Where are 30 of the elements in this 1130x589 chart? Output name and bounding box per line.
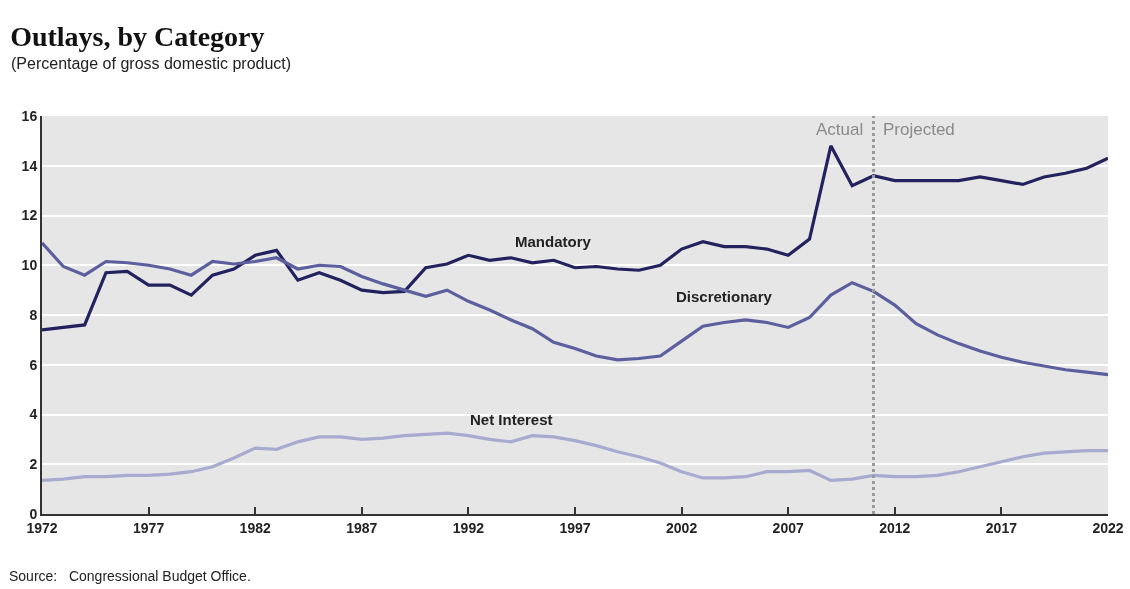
x-tick-label: 1997 <box>559 519 591 536</box>
x-tick-label: 2012 <box>879 519 911 536</box>
x-tick-label: 2002 <box>666 519 698 536</box>
source-note: Source: Congressional Budget Office. <box>9 568 251 584</box>
y-tick-label: 10 <box>21 257 38 274</box>
y-tick-label: 16 <box>21 107 38 124</box>
y-tick-label: 4 <box>29 406 38 423</box>
x-tick-label: 1977 <box>133 519 165 536</box>
line-series <box>42 144 1108 332</box>
series-label: Discretionary <box>676 288 773 305</box>
annotation: Projected <box>883 120 955 139</box>
line-series <box>42 431 1108 483</box>
chart-title: Outlays, by Category <box>10 21 265 53</box>
x-tick-label: 2017 <box>985 519 1018 536</box>
x-tick-label: 2022 <box>1092 519 1124 536</box>
annotation: Actual <box>816 120 864 139</box>
x-tick-label: 1992 <box>452 519 485 536</box>
y-tick-label: 14 <box>21 157 38 174</box>
x-tick-label: 2007 <box>772 519 804 536</box>
series-label: Net Interest <box>470 411 553 428</box>
y-tick-label: 8 <box>29 306 38 323</box>
series-label: Mandatory <box>515 233 592 250</box>
x-tick-label: 1987 <box>346 519 378 536</box>
x-tick-label: 1982 <box>239 519 271 536</box>
chart-subtitle: (Percentage of gross domestic product) <box>11 55 292 72</box>
y-tick-label: 6 <box>29 356 38 373</box>
x-tick-label: 1972 <box>26 519 58 536</box>
y-tick-label: 12 <box>21 207 38 224</box>
y-tick-label: 2 <box>29 456 38 473</box>
y-tick-label: 0 <box>29 505 38 522</box>
